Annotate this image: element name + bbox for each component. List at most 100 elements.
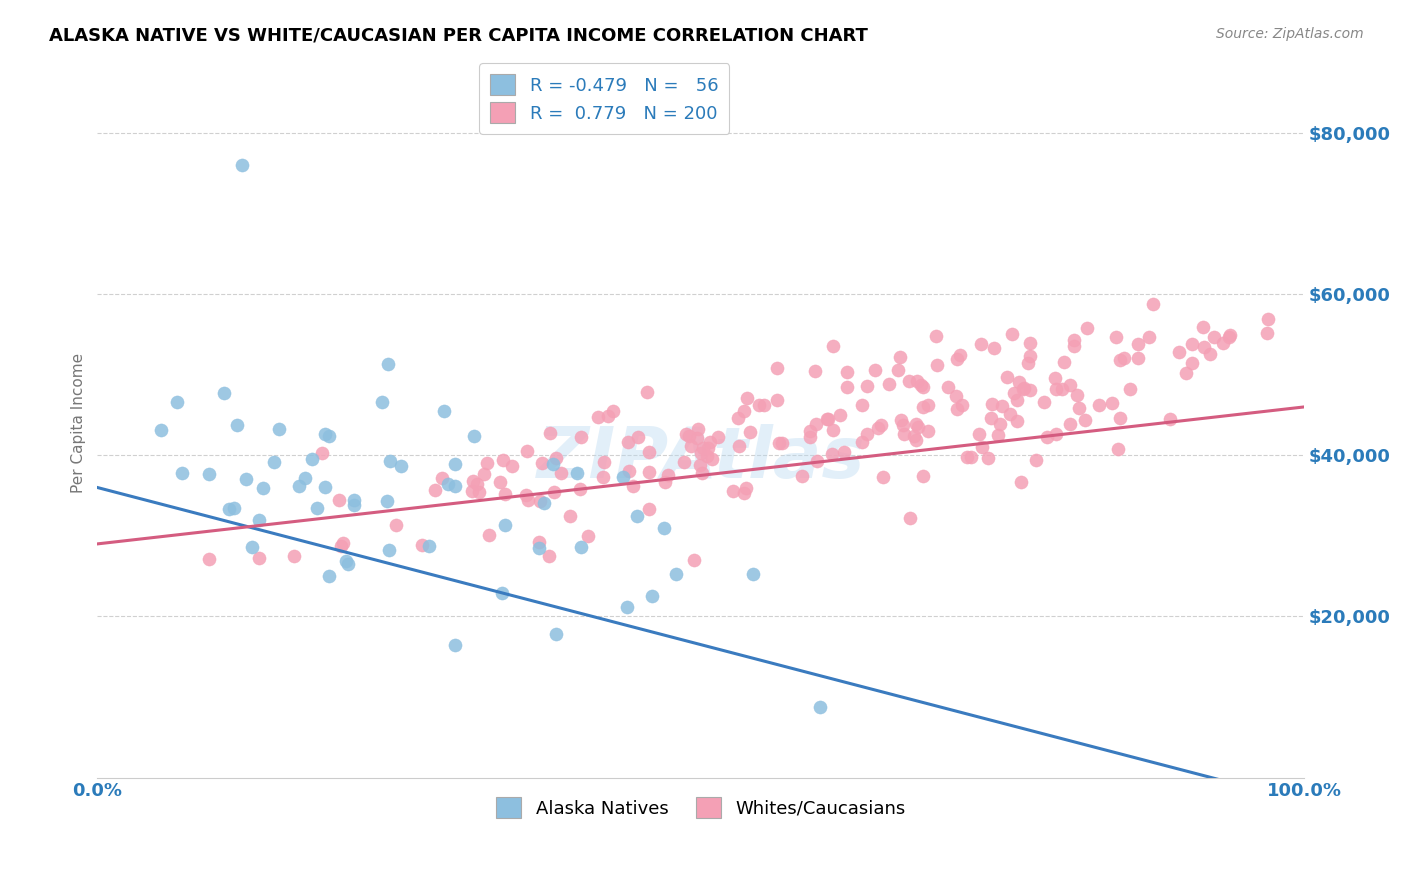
Point: [411, 538, 433, 552]
Point: [1101, 396, 1123, 410]
Point: [654, 475, 676, 489]
Point: [430, 471, 453, 485]
Point: [1067, 401, 1090, 415]
Point: [1053, 355, 1076, 369]
Point: [936, 380, 959, 394]
Point: [1137, 330, 1160, 344]
Point: [546, 627, 568, 641]
Point: [851, 434, 873, 449]
Point: [1036, 430, 1059, 444]
Point: [856, 426, 879, 441]
Point: [231, 158, 253, 172]
Point: [877, 376, 900, 391]
Point: [472, 467, 495, 481]
Point: [804, 417, 827, 431]
Point: [197, 467, 219, 482]
Point: [1002, 386, 1025, 401]
Point: [328, 493, 350, 508]
Point: [1159, 412, 1181, 426]
Point: [636, 385, 658, 400]
Point: [318, 569, 340, 583]
Point: [1074, 412, 1097, 426]
Point: [343, 498, 366, 512]
Point: [501, 459, 523, 474]
Point: [917, 424, 939, 438]
Point: [550, 466, 572, 480]
Point: [468, 485, 491, 500]
Point: [527, 541, 550, 556]
Point: [617, 435, 640, 450]
Point: [1105, 330, 1128, 344]
Point: [665, 566, 688, 581]
Text: ZIPAtlas: ZIPAtlas: [537, 424, 865, 493]
Point: [890, 413, 912, 427]
Point: [311, 446, 333, 460]
Point: [991, 400, 1014, 414]
Point: [235, 472, 257, 486]
Point: [1043, 370, 1066, 384]
Point: [558, 509, 581, 524]
Point: [910, 378, 932, 392]
Point: [733, 486, 755, 500]
Point: [997, 370, 1019, 384]
Point: [830, 408, 852, 422]
Point: [240, 540, 263, 554]
Point: [977, 451, 1000, 466]
Point: [444, 638, 467, 652]
Point: [737, 391, 759, 405]
Point: [616, 600, 638, 615]
Point: [956, 450, 979, 464]
Point: [314, 480, 336, 494]
Point: [301, 451, 323, 466]
Point: [544, 451, 567, 466]
Point: [1181, 356, 1204, 370]
Point: [249, 513, 271, 527]
Point: [790, 468, 813, 483]
Point: [897, 374, 920, 388]
Point: [1033, 394, 1056, 409]
Point: [1256, 326, 1278, 341]
Point: [1198, 347, 1220, 361]
Point: [917, 398, 939, 412]
Point: [1181, 337, 1204, 351]
Point: [1142, 297, 1164, 311]
Point: [863, 363, 886, 377]
Point: [384, 518, 406, 533]
Point: [576, 529, 599, 543]
Point: [806, 454, 828, 468]
Point: [288, 478, 311, 492]
Point: [821, 446, 844, 460]
Point: [269, 422, 291, 436]
Point: [377, 494, 399, 508]
Point: [654, 521, 676, 535]
Point: [766, 360, 789, 375]
Point: [318, 428, 340, 442]
Point: [679, 439, 702, 453]
Text: Source: ZipAtlas.com: Source: ZipAtlas.com: [1216, 27, 1364, 41]
Point: [893, 427, 915, 442]
Point: [543, 485, 565, 500]
Point: [1168, 344, 1191, 359]
Point: [754, 398, 776, 412]
Point: [856, 378, 879, 392]
Point: [727, 411, 749, 425]
Point: [1107, 442, 1129, 456]
Point: [721, 483, 744, 498]
Point: [688, 422, 710, 436]
Point: [925, 358, 948, 372]
Point: [891, 418, 914, 433]
Point: [768, 435, 790, 450]
Point: [808, 700, 831, 714]
Point: [444, 478, 467, 492]
Point: [983, 341, 1005, 355]
Point: [1126, 337, 1149, 351]
Point: [740, 425, 762, 439]
Point: [465, 476, 488, 491]
Point: [423, 483, 446, 497]
Point: [218, 502, 240, 516]
Point: [1014, 380, 1036, 394]
Point: [389, 458, 412, 473]
Point: [678, 429, 700, 443]
Point: [149, 423, 172, 437]
Point: [1045, 426, 1067, 441]
